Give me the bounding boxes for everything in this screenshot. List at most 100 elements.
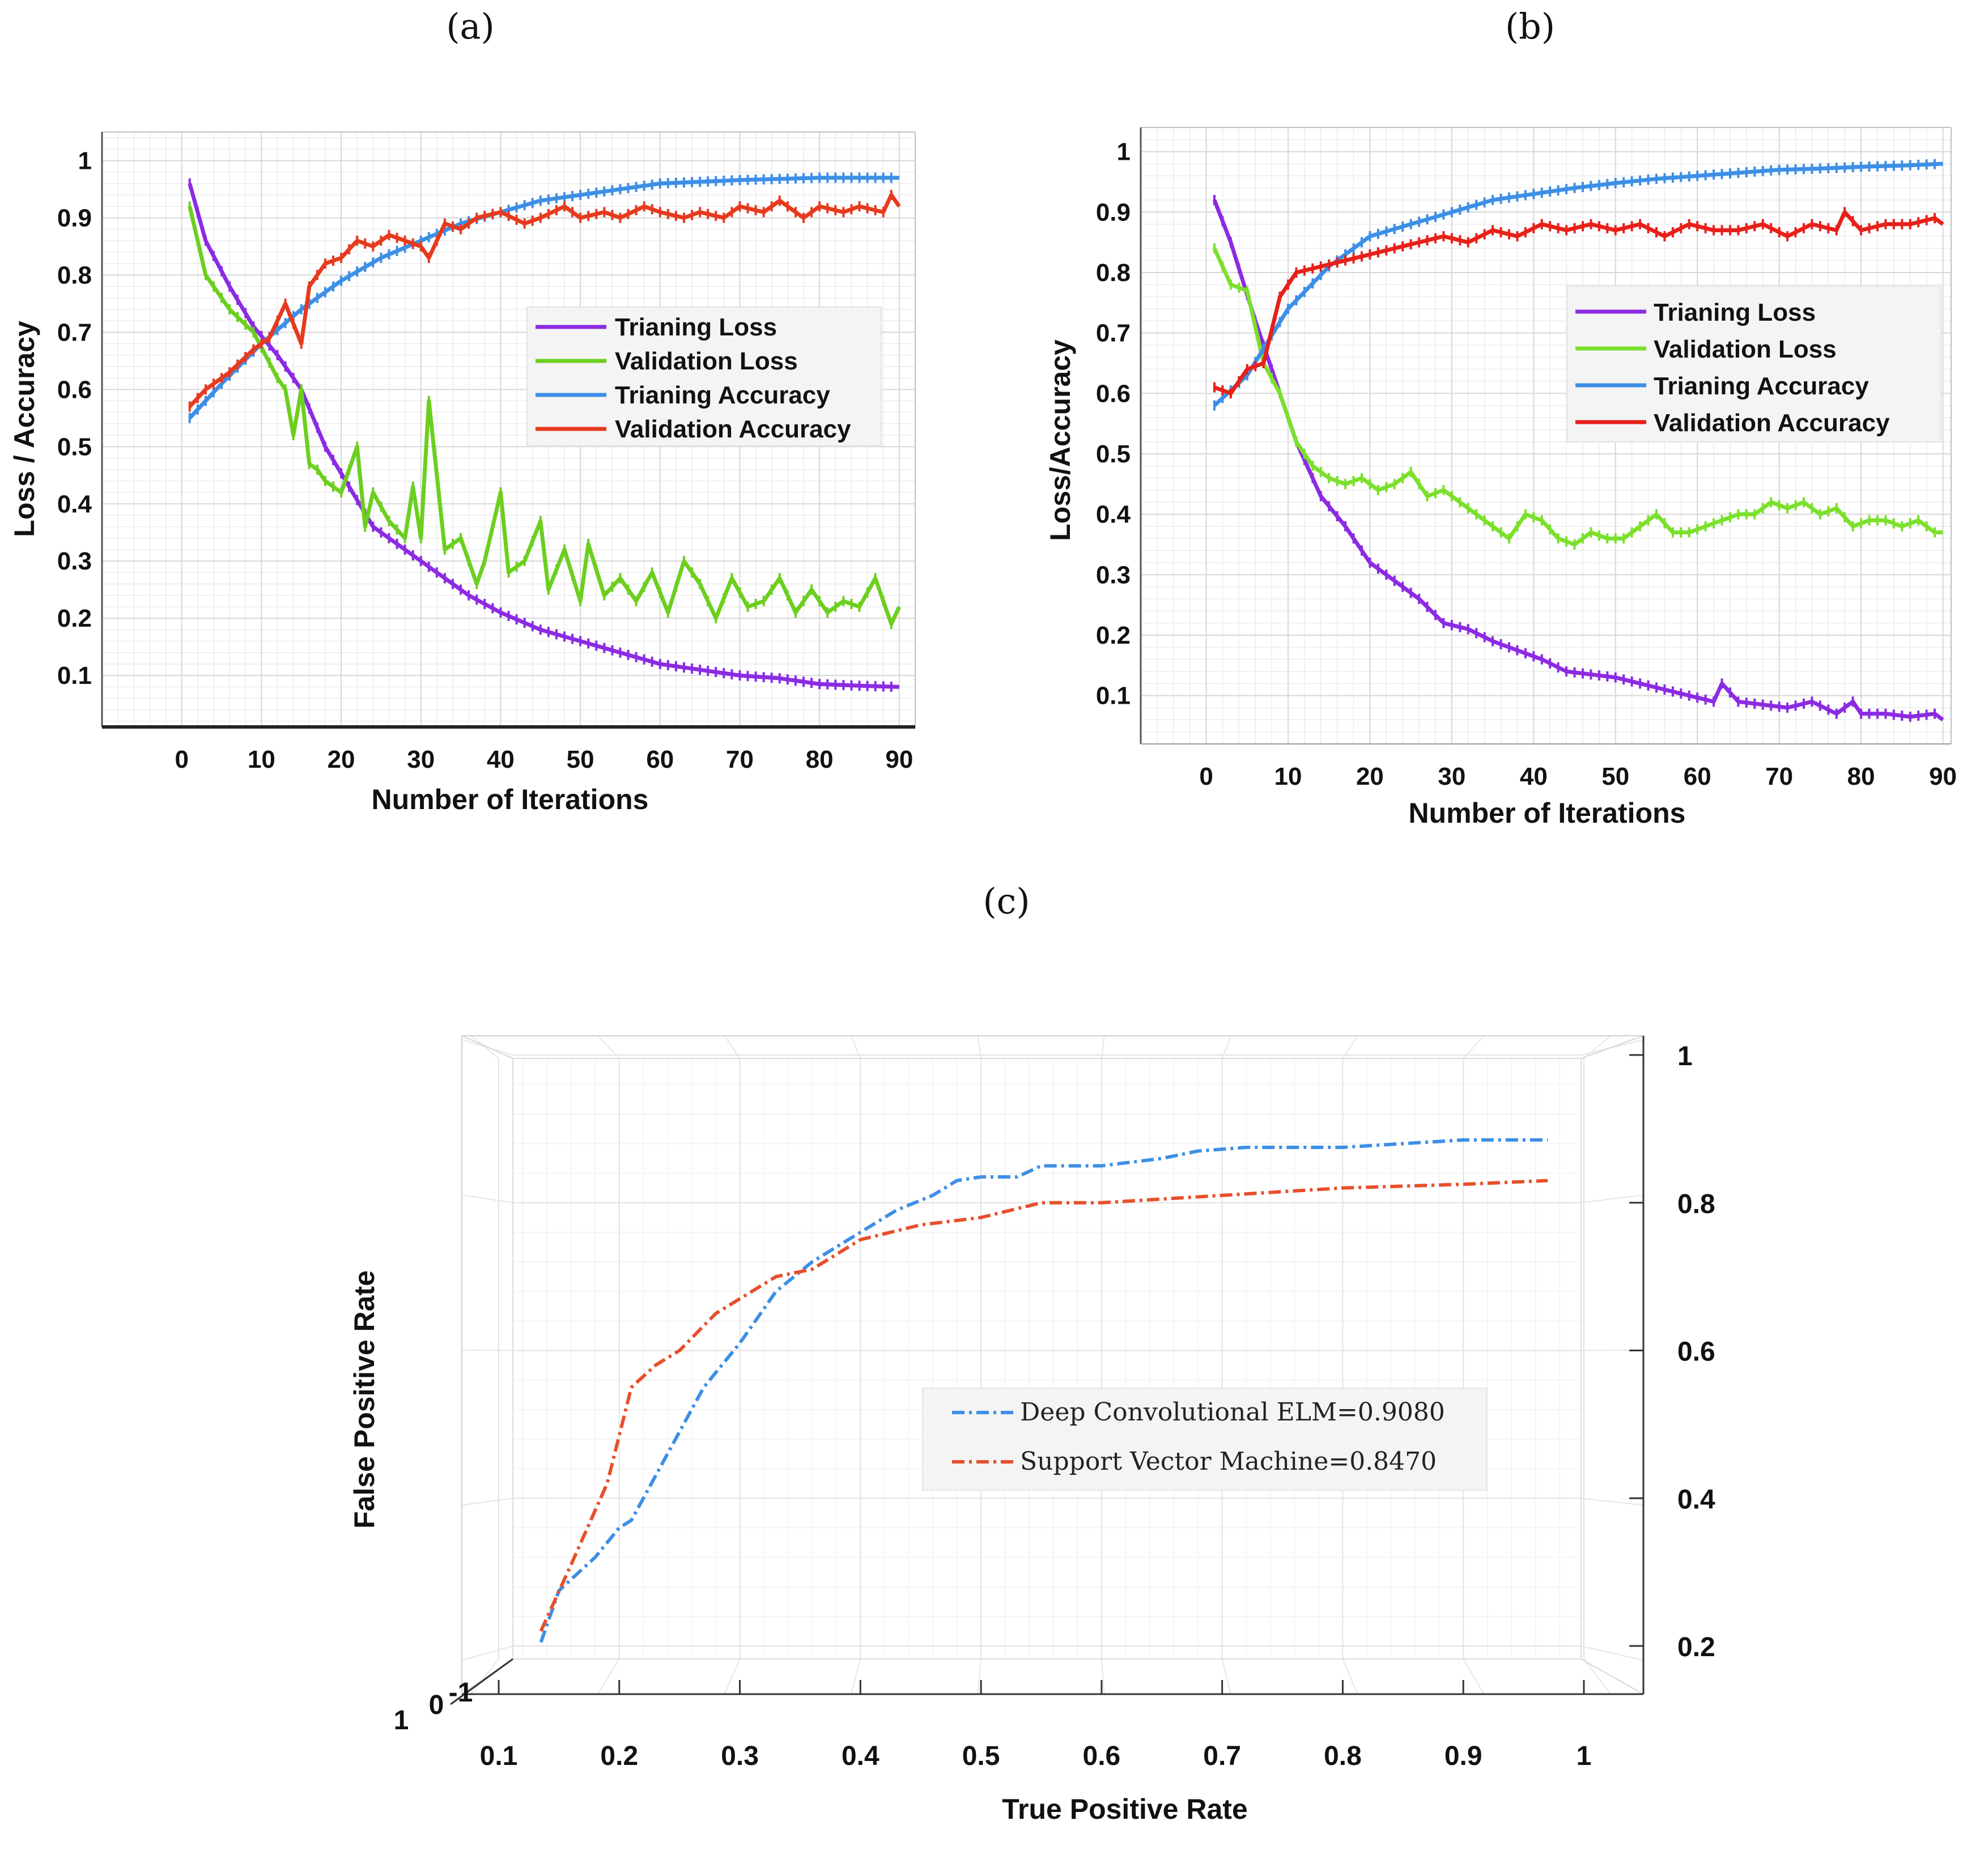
- chart-c-ceiling-line: [850, 1035, 861, 1059]
- panel-label-a: (a): [446, 6, 494, 47]
- chart-c-ytick-label: 0.6: [1677, 1337, 1715, 1367]
- chart-b-ytick-label: 0.6: [1096, 380, 1131, 407]
- chart-b-xtick-label: 30: [1438, 763, 1465, 790]
- chart-b: 0 10 20 30 40 50 60 70 80 90 0.1 0.2 0.3 0.4 0.5 0.6 0.7…: [1044, 127, 1957, 829]
- chart-c-xtick-label: 0.7: [1203, 1741, 1241, 1771]
- chart-c-floor-line: [1463, 1658, 1485, 1695]
- chart-a-xtick-label: 10: [248, 746, 275, 773]
- chart-b-frame: [1140, 127, 1952, 745]
- chart-c-rightwall-line: [1580, 1645, 1644, 1661]
- chart-c-box: [450, 1035, 1645, 1705]
- chart-b-xtick-label: 0: [1199, 763, 1213, 790]
- chart-c-floor-line: [1221, 1658, 1231, 1695]
- chart-c-floor-line: [1583, 1658, 1612, 1695]
- chart-b-xtick-label: 50: [1601, 763, 1629, 790]
- chart-c-legend-label-1: Support Vector Machine=0.8470: [1020, 1447, 1437, 1476]
- chart-c-edge-1: [1580, 1035, 1644, 1059]
- chart-a-series: [188, 172, 902, 692]
- chart-a-legend-label-3: Validation Accuracy: [615, 415, 851, 443]
- chart-b-series: [1212, 159, 1944, 722]
- chart-c-ceiling-line: [1342, 1035, 1358, 1059]
- chart-b-xtick-label: 90: [1929, 763, 1957, 790]
- chart-c-leftwall-line: [461, 1349, 513, 1351]
- chart-c-xtick-label: 0.8: [1324, 1741, 1362, 1771]
- chart-b-legend-label-2: Trianing Accuracy: [1654, 372, 1869, 400]
- panel-label-b: (b): [1505, 6, 1555, 47]
- chart-c-series-0: [539, 1138, 1548, 1643]
- chart-c-extra-label-neg1: -1: [449, 1678, 473, 1708]
- chart-a-series-0: [188, 182, 899, 689]
- chart-c-extra-label-0: 0: [429, 1690, 444, 1720]
- chart-c-series-1: [539, 1179, 1548, 1632]
- chart-a-ylabel: Loss / Accuracy: [9, 321, 40, 537]
- chart-c-grid: [461, 1035, 1644, 1695]
- chart-c-ytick-label: 0.4: [1677, 1484, 1715, 1515]
- chart-c-xtick-label: 0.5: [962, 1741, 1000, 1771]
- chart-a-legend-label-0: Trianing Loss: [615, 313, 777, 341]
- chart-c-legend-box: [922, 1388, 1487, 1491]
- chart-c-rightwall-line: [1580, 1194, 1644, 1203]
- chart-a-xlabel: Number of Iterations: [372, 784, 649, 815]
- chart-c-floor-line: [977, 1658, 982, 1695]
- chart-a-xtick-label: 80: [806, 746, 834, 773]
- chart-c-ceiling-line: [1463, 1035, 1485, 1059]
- chart-a-xtick-label: 20: [328, 746, 355, 773]
- chart-a-ytick-label: 0.8: [57, 261, 92, 289]
- chart-a-ytick-label: 0.6: [57, 376, 92, 403]
- chart-a: 0 10 20 30 40 50 60 70 80 90 0.1 0.2 0.3 0.4 0.5 0.6 0.7…: [9, 131, 916, 815]
- chart-a-ytick-label: 0.3: [57, 547, 92, 575]
- chart-a-legend-label-1: Validation Loss: [615, 347, 798, 375]
- chart-c-rightwall-line: [1580, 1498, 1644, 1506]
- chart-c-legend-label-0: Deep Convolutional ELM=0.9080: [1020, 1398, 1445, 1427]
- chart-b-xtick-label: 80: [1847, 763, 1875, 790]
- chart-a-ytick-label: 0.9: [57, 204, 92, 232]
- chart-b-series-3: [1213, 210, 1944, 395]
- chart-c-floor-line: [597, 1658, 620, 1695]
- chart-b-ticks: 0 10 20 30 40 50 60 70 80 90 0.1 0.2 0.3 0.4 0.5 0.6 0.7…: [1096, 138, 1957, 790]
- chart-b-ytick-label: 0.2: [1096, 622, 1131, 649]
- chart-a-frame: [101, 131, 916, 729]
- chart-b-legend: Trianing Loss Validation Loss Trianing A…: [1575, 299, 1890, 437]
- chart-c-floor-line: [1342, 1658, 1358, 1695]
- chart-b-xtick-label: 10: [1274, 763, 1302, 790]
- chart-c-xtick-label: 1: [1577, 1741, 1592, 1771]
- chart-b-xtick-label: 20: [1356, 763, 1384, 790]
- chart-b-series-0: [1212, 199, 1944, 722]
- chart-c-ceiling-line: [1583, 1035, 1611, 1059]
- chart-c-floor-line: [850, 1658, 861, 1695]
- chart-b-xtick-label: 60: [1684, 763, 1711, 790]
- chart-a-legend: Trianing Loss Validation Loss Trianing A…: [536, 313, 851, 443]
- chart-c-ytick-label: 1: [1677, 1041, 1693, 1071]
- panel-label-c: (c): [983, 880, 1030, 922]
- chart-c-leftwall-line: [461, 1498, 513, 1506]
- chart-c-extra-label-1: 1: [394, 1705, 409, 1735]
- chart-c-xtick-label: 0.9: [1444, 1741, 1482, 1771]
- chart-a-ytick-label: 0.2: [57, 605, 92, 632]
- chart-c-edge-3: [1580, 1658, 1644, 1695]
- chart-a-legend-box: [526, 307, 882, 446]
- chart-a-xtick-label: 90: [885, 746, 913, 773]
- chart-b-xtick-label: 40: [1520, 763, 1548, 790]
- chart-a-legend-label-2: Trianing Accuracy: [615, 381, 830, 409]
- chart-c-ceiling-line: [597, 1035, 620, 1059]
- chart-c-xtick-label: 0.1: [480, 1741, 518, 1771]
- chart-b-ytick-label: 0.3: [1096, 561, 1131, 589]
- chart-c-leftwall-line: [461, 1194, 513, 1203]
- chart-b-legend-label-0: Trianing Loss: [1654, 299, 1816, 326]
- chart-b-legend-label-3: Validation Accuracy: [1654, 409, 1890, 437]
- chart-c-ytick-label: 0.8: [1677, 1189, 1715, 1219]
- chart-a-ytick-label: 0.1: [57, 662, 92, 690]
- chart-a-ytick-label: 1: [78, 147, 92, 175]
- chart-c-legend: Deep Convolutional ELM=0.9080 Support Ve…: [952, 1398, 1445, 1476]
- chart-a-xtick-label: 40: [487, 746, 515, 773]
- chart-c-leftwall-line: [461, 1645, 513, 1661]
- chart-c-edge-0: [461, 1035, 513, 1059]
- chart-c-floor-line: [470, 1658, 499, 1695]
- chart-b-ytick-label: 0.5: [1096, 440, 1131, 468]
- chart-c-ylabel: False Positive Rate: [349, 1270, 380, 1529]
- chart-b-ytick-label: 0.9: [1096, 198, 1131, 226]
- chart-a-ticks: 0 10 20 30 40 50 60 70 80 90 0.1 0.2 0.3 0.4 0.5 0.6 0.7…: [57, 147, 913, 773]
- chart-a-xtick-label: 60: [646, 746, 674, 773]
- chart-c-floor-line: [1101, 1658, 1105, 1695]
